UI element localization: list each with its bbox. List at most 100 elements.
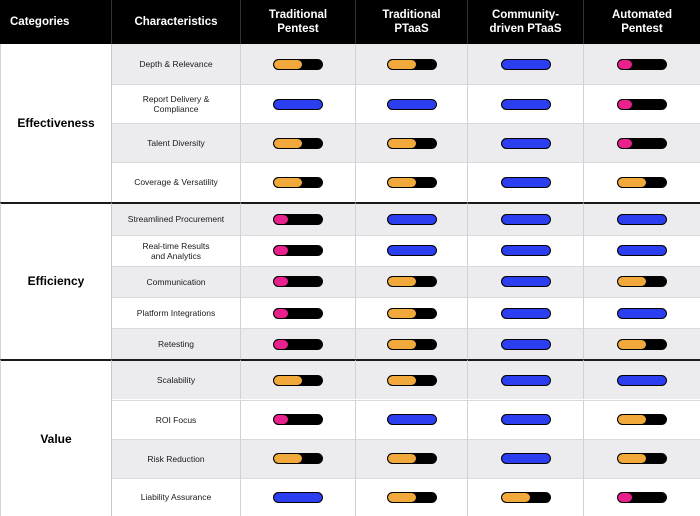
rating-fill [501, 308, 550, 318]
rating-bar-low [617, 98, 667, 110]
rating-bar-low [617, 137, 667, 149]
rating-bar-medium [617, 276, 667, 288]
rating-cell [356, 201, 468, 235]
rating-fill [274, 454, 302, 464]
rating-bar-low [273, 307, 323, 319]
characteristic-label: Depth & Relevance [112, 44, 241, 84]
characteristic-label: Risk Reduction [112, 438, 241, 478]
rating-cell [468, 399, 584, 439]
rating-cell [356, 265, 468, 297]
rating-cell [584, 162, 700, 201]
rating-bar-high [500, 58, 551, 70]
rating-cell [241, 265, 356, 297]
header-categories: Categories [0, 0, 112, 44]
rating-fill [501, 415, 550, 425]
rating-bar-medium [386, 491, 437, 503]
characteristic-label: Talent Diversity [112, 123, 241, 163]
rating-bar-high [617, 213, 667, 225]
rating-fill [501, 375, 550, 385]
rating-bar-medium [617, 414, 667, 426]
rating-cell [584, 297, 700, 328]
rating-fill [274, 214, 288, 224]
rating-fill [274, 138, 302, 148]
rating-cell [241, 44, 356, 84]
rating-cell [356, 399, 468, 439]
rating-fill [501, 177, 550, 187]
rating-fill [618, 214, 666, 224]
rating-cell [584, 328, 700, 360]
rating-cell [241, 438, 356, 478]
rating-bar-high [386, 245, 437, 257]
rating-cell [241, 477, 356, 516]
category-value: Value [0, 359, 112, 516]
rating-fill [501, 454, 550, 464]
rating-fill [387, 492, 416, 502]
characteristic-label: Streamlined Procurement [112, 201, 241, 235]
rating-bar-medium [617, 176, 667, 188]
rating-cell [241, 359, 356, 400]
rating-cell [356, 234, 468, 266]
rating-bar-high [386, 414, 437, 426]
rating-cell [468, 438, 584, 478]
rating-cell [584, 359, 700, 400]
rating-bar-low [273, 213, 323, 225]
rating-cell [468, 328, 584, 360]
rating-cell [468, 201, 584, 235]
rating-fill [387, 138, 416, 148]
rating-fill [274, 308, 288, 318]
characteristic-label: Report Delivery & Compliance [112, 84, 241, 124]
rating-cell [468, 123, 584, 163]
rating-fill [274, 415, 288, 425]
rating-bar-high [500, 307, 551, 319]
rating-cell [468, 84, 584, 124]
rating-fill [274, 59, 302, 69]
rating-fill [618, 339, 646, 349]
rating-bar-medium [386, 338, 437, 350]
rating-bar-low [617, 491, 667, 503]
rating-bar-medium [386, 176, 437, 188]
characteristic-label: Real-time Results and Analytics [112, 234, 241, 266]
rating-cell [584, 265, 700, 297]
rating-bar-medium [617, 338, 667, 350]
rating-cell [584, 438, 700, 478]
rating-fill [387, 214, 436, 224]
rating-bar-high [500, 176, 551, 188]
rating-bar-medium [273, 453, 323, 465]
rating-fill [387, 177, 416, 187]
rating-fill [501, 246, 550, 256]
rating-bar-medium [273, 374, 323, 386]
rating-cell [468, 162, 584, 202]
rating-bar-high [500, 276, 551, 288]
rating-fill [618, 177, 646, 187]
rating-fill [274, 277, 288, 287]
rating-fill [387, 246, 436, 256]
characteristic-label: Retesting [112, 328, 241, 360]
rating-bar-high [500, 374, 551, 386]
category-efficiency: Efficiency [0, 201, 112, 360]
rating-cell [468, 297, 584, 329]
rating-bar-high [273, 98, 323, 110]
rating-bar-medium [386, 453, 437, 465]
rating-bar-medium [386, 137, 437, 149]
rating-cell [356, 328, 468, 360]
rating-bar-medium [273, 58, 323, 70]
rating-bar-medium [386, 276, 437, 288]
rating-bar-medium [617, 453, 667, 465]
rating-fill [274, 246, 288, 256]
rating-fill [501, 99, 550, 109]
rating-cell [241, 123, 356, 163]
rating-bar-low [273, 276, 323, 288]
rating-bar-high [500, 453, 551, 465]
rating-bar-low [617, 58, 667, 70]
rating-bar-medium [386, 374, 437, 386]
rating-fill [618, 246, 666, 256]
rating-bar-medium [386, 58, 437, 70]
rating-cell [356, 123, 468, 163]
rating-cell [584, 201, 700, 235]
rating-bar-high [617, 307, 667, 319]
rating-fill [387, 454, 416, 464]
characteristic-label: Coverage & Versatility [112, 162, 241, 202]
rating-cell [468, 234, 584, 266]
rating-cell [468, 359, 584, 400]
rating-bar-high [500, 338, 551, 350]
